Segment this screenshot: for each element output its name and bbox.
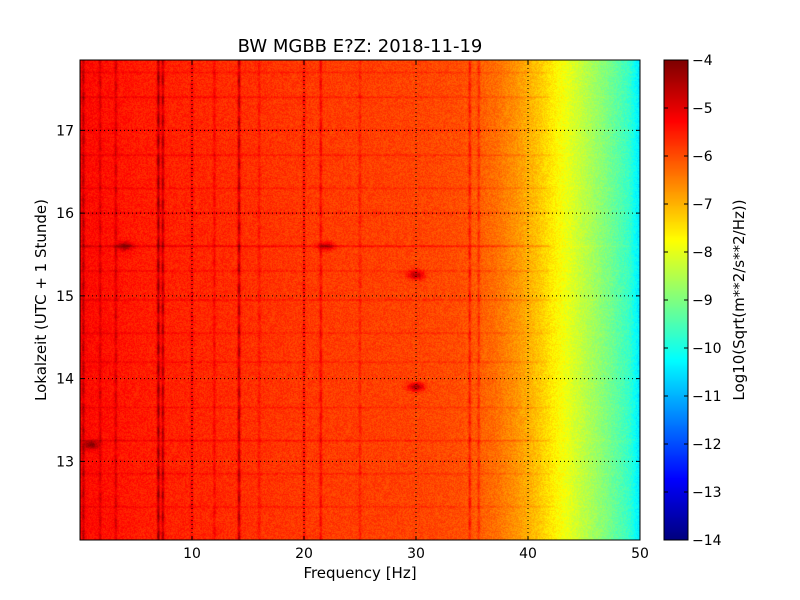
y-tick-label: 16 bbox=[56, 206, 74, 222]
colorbar-tick-label: −4 bbox=[692, 53, 713, 69]
y-axis: 13 14 15 16 17 bbox=[56, 123, 640, 470]
colorbar-label: Log10(Sqrt(m**2/s**2/Hz)) bbox=[730, 199, 748, 400]
y-axis-label: Lokalzeit (UTC + 1 Stunde) bbox=[32, 199, 50, 401]
grid-lines bbox=[80, 60, 640, 540]
colorbar-tick-label: −12 bbox=[692, 437, 722, 453]
y-tick-label: 14 bbox=[56, 372, 74, 388]
x-tick-label: 30 bbox=[407, 546, 425, 562]
colorbar-tick-label: −8 bbox=[692, 245, 713, 261]
colorbar-ticks: −4 −5 −6 −7 −8 −9 −10 −11 −12 −13 −14 bbox=[664, 53, 722, 549]
y-tick-label: 13 bbox=[56, 454, 74, 470]
colorbar-tick-label: −10 bbox=[692, 341, 722, 357]
colorbar: −4 −5 −6 −7 −8 −9 −10 −11 −12 −13 −14 bbox=[663, 53, 722, 549]
x-tick-label: 50 bbox=[631, 546, 649, 562]
y-tick-label: 15 bbox=[56, 289, 74, 305]
x-axis: 10 20 30 40 50 bbox=[183, 60, 649, 562]
y-tick-label: 17 bbox=[56, 123, 74, 139]
heatmap-image bbox=[80, 60, 640, 540]
chart-title: BW MGBB E?Z: 2018-11-19 bbox=[238, 36, 483, 57]
colorbar-tick-label: −13 bbox=[692, 485, 722, 501]
colorbar-tick-label: −7 bbox=[692, 197, 713, 213]
colorbar-tick-label: −6 bbox=[692, 149, 713, 165]
x-tick-label: 40 bbox=[519, 546, 537, 562]
colorbar-tick-label: −9 bbox=[692, 293, 713, 309]
x-tick-label: 10 bbox=[183, 546, 201, 562]
plot-frame bbox=[79, 59, 641, 541]
colorbar-tick-label: −14 bbox=[692, 533, 722, 549]
colorbar-tick-label: −5 bbox=[692, 101, 713, 117]
x-axis-label: Frequency [Hz] bbox=[303, 564, 416, 582]
x-tick-label: 20 bbox=[295, 546, 313, 562]
plot-area: 10 20 30 40 50 13 14 15 16 17 bbox=[56, 59, 649, 562]
colorbar-tick-label: −11 bbox=[692, 389, 722, 405]
